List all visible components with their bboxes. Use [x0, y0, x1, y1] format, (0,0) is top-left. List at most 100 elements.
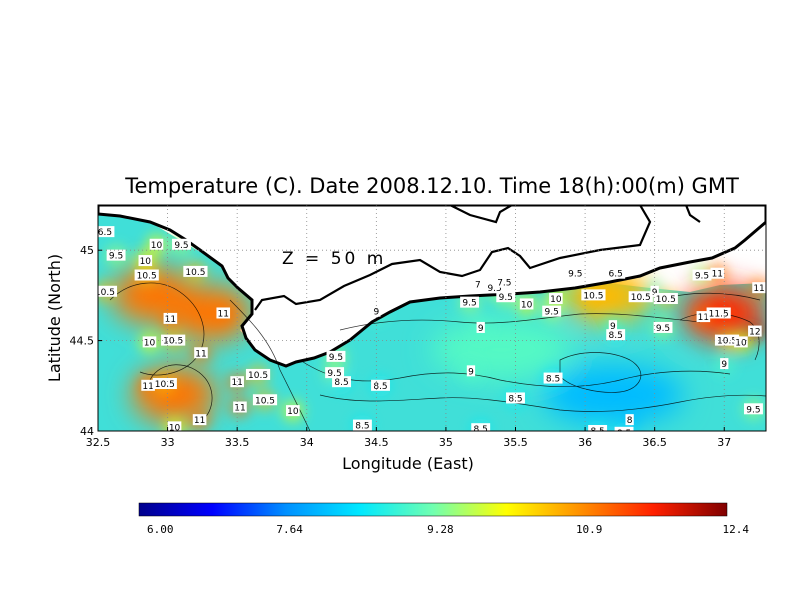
chart-title: Temperature (C). Date 2008.12.10. Time 1… [124, 174, 739, 198]
contour-label-bg [332, 376, 351, 388]
contour-label: 11 [218, 309, 229, 319]
contour-label: 10 [735, 338, 747, 348]
contour-label-bg [134, 269, 159, 281]
contour-label: 9.5 [329, 353, 343, 363]
contour-label-bg [485, 282, 505, 294]
contour-label: 11 [195, 349, 206, 359]
contour-label-bg [565, 267, 585, 279]
contour-label-bg [325, 367, 345, 379]
x-tick-label: 35 [439, 436, 453, 449]
contour-label: 11.5 [709, 309, 729, 319]
sea-of-azov-shore [254, 205, 701, 311]
contour-label: 10.5 [255, 396, 275, 406]
contour-label-bg [460, 296, 480, 308]
contour-label-bg [141, 379, 155, 391]
x-tick-label: 34 [300, 436, 314, 449]
contour-label-bg [744, 403, 763, 415]
contour-label-bg [494, 276, 514, 288]
contour-label-bg [98, 285, 118, 297]
contour-label: 10 [521, 300, 533, 310]
contour-label: 8.5 [355, 422, 369, 432]
colorbar-tick-label: 10.9 [576, 523, 603, 536]
contour-label: 9.5 [695, 272, 709, 282]
contour-label: 10 [287, 407, 299, 417]
contour-label-bg [606, 267, 626, 279]
contour-label-bg [194, 347, 208, 359]
contour-label: 11 [698, 313, 709, 323]
contour-label: 7 [475, 281, 481, 291]
contour-label-bg [628, 291, 653, 303]
contour-label: 10 [550, 295, 562, 305]
contour-label-bg [696, 311, 711, 323]
contour-label-bg [98, 226, 115, 238]
contour-label: 9 [373, 308, 379, 318]
colorbar-tick-label: 7.64 [276, 523, 303, 536]
contour-label: 9.5 [656, 324, 670, 334]
contour-label-bg [142, 336, 157, 348]
contour-label: 11 [231, 378, 242, 388]
contour-label-bg [606, 329, 626, 341]
contour-label: 10.5 [583, 291, 603, 301]
contour-label: 9 [610, 322, 616, 332]
contour-label-bg [748, 325, 762, 337]
contour-label-bg [372, 305, 381, 317]
contour-label-bg [245, 368, 271, 380]
colorbar-tick-label: 9.28 [427, 523, 454, 536]
contour-label: 6.5 [98, 228, 112, 238]
contour-label: 8.5 [617, 429, 631, 439]
contour-label: 10 [169, 423, 181, 433]
contour-label-bg [471, 423, 491, 431]
grid-lines [98, 205, 766, 431]
x-tick-label: 36.5 [642, 436, 667, 449]
contour-label-bg [720, 358, 729, 370]
contour-label-bg [167, 421, 182, 431]
contour-label-bg [352, 419, 372, 431]
contour-label-bg [149, 238, 164, 250]
y-tick-label: 44 [80, 425, 94, 438]
cool-area-0 [542, 364, 683, 425]
contour-label-bg [625, 414, 634, 426]
contour-label: 9.5 [746, 405, 760, 415]
warm-area-2 [167, 285, 252, 342]
x-tick-label: 35.5 [503, 436, 528, 449]
contour-label: 7.5 [497, 279, 511, 289]
contour-label-bg [326, 350, 346, 362]
contour-label-bg [106, 249, 126, 261]
contour-label-bg [161, 334, 186, 346]
contour-label: 9.5 [174, 241, 188, 251]
contour-label-bg [252, 394, 278, 406]
contour-label: 9 [468, 367, 474, 377]
contour-label: 8.5 [508, 394, 522, 404]
contour-label-bg [542, 305, 562, 317]
contour-label: 12 [749, 328, 760, 338]
contour-label-bg [653, 321, 673, 333]
colorbar-tick-label: 12.4 [723, 523, 750, 536]
contour-label: 9.5 [462, 299, 476, 309]
contour-label-bg [543, 372, 563, 384]
contour-label-bg [138, 255, 153, 267]
x-axis: 32.5 33 33.5 34 34.5 35 35.5 36 36.5 37 [86, 427, 731, 449]
contour-label-bg [476, 321, 485, 333]
x-tick-label: 32.5 [86, 436, 111, 449]
contour-label: 6.5 [609, 270, 623, 280]
x-tick-label: 37 [717, 436, 731, 449]
contour-label-bg [706, 307, 731, 319]
x-tick-label: 36 [578, 436, 592, 449]
contour-label-bg [286, 405, 300, 417]
contour-label-bg [473, 278, 483, 290]
contour-label: 10.5 [248, 371, 268, 381]
contour-label-bg [692, 269, 712, 281]
contour-label: 8.5 [546, 375, 560, 385]
contour-label-bg [714, 334, 740, 346]
contour-label: 10.5 [656, 295, 676, 305]
plot-frame [97, 204, 767, 432]
contour-label-bg [588, 425, 608, 431]
contour-label: 9.5 [568, 270, 582, 280]
contour-label-bg [581, 289, 606, 301]
contour-label: 10 [144, 338, 156, 348]
contour-label-bg [752, 282, 766, 294]
contour-label: 9.5 [327, 369, 341, 379]
contour-label: 8 [627, 416, 633, 426]
